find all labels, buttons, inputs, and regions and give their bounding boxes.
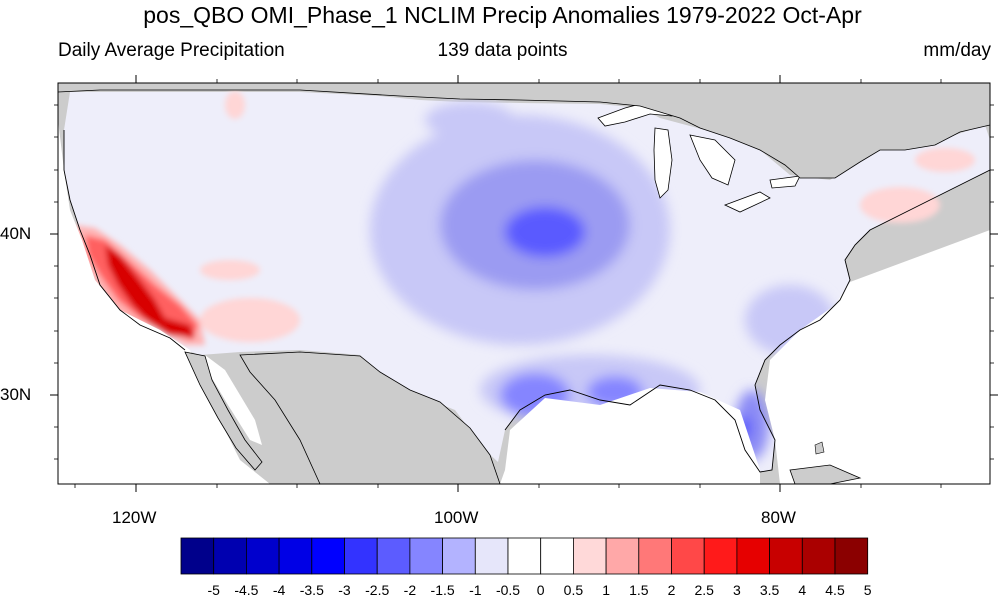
colorbar-tick-label: 3.5 [759, 582, 780, 598]
colorbar-swatch [409, 537, 443, 575]
coastlines [63, 130, 990, 473]
anomaly-northeast [860, 187, 940, 223]
anomaly-washington [225, 91, 245, 119]
gulf-of-california [205, 355, 262, 445]
colorbar-tick-label: 4.5 [825, 582, 845, 598]
cuba-island [789, 464, 862, 484]
anomaly-nevada [200, 260, 260, 280]
colorbar-swatch [344, 537, 378, 575]
colorbar [180, 537, 869, 575]
colorbar-swatch [540, 537, 574, 575]
colorbar-tick-label: -2.5 [365, 582, 390, 598]
anomaly-southwest [200, 298, 300, 342]
bahamas-island [814, 441, 825, 455]
colorbar-tick-label: -3.5 [299, 582, 324, 598]
colorbar-tick-label: -0.5 [495, 582, 521, 598]
colorbar-swatch [573, 537, 607, 575]
data-count-label: 139 data points [437, 40, 568, 61]
baja-california [184, 351, 263, 471]
colorbar-tick-label: 3 [732, 582, 741, 598]
pacific-ocean [58, 120, 270, 484]
anomaly-california-core [105, 245, 195, 338]
mexico-mainland [239, 351, 501, 484]
anomaly-new-england [915, 148, 975, 172]
colorbar-swatch [507, 537, 542, 575]
colorbar-swatch [474, 537, 509, 575]
colorbar-swatch [245, 537, 280, 575]
map-area [58, 83, 990, 484]
colorbar-swatch [180, 537, 215, 575]
lake-huron [689, 134, 736, 186]
plot-frame [57, 82, 991, 485]
colorbar-swatch [311, 537, 345, 575]
colorbar-swatch [638, 537, 672, 575]
colorbar-swatch [376, 537, 411, 575]
colorbar-tick-label: 2 [667, 582, 676, 598]
colorbar-tick-label: -2 [403, 582, 417, 598]
axis-ticks [50, 75, 998, 492]
minor-ticks [54, 79, 994, 488]
colorbar-tick-label: -4.5 [234, 582, 259, 598]
colorbar-tick-label: -4 [272, 582, 286, 598]
colorbar-tick-label: 0.5 [563, 582, 584, 598]
colorbar-tick-label: -1.5 [430, 582, 455, 598]
colorbar-swatch [736, 537, 771, 575]
colorbar-tick-label: 5 [863, 582, 872, 598]
colorbar-tick-label: 2.5 [694, 582, 714, 598]
lake-michigan [653, 127, 673, 199]
colorbar-tick-label: 1 [602, 582, 610, 598]
colorbar-tick-label: -3 [338, 582, 351, 598]
atlantic-ocean [765, 230, 990, 484]
map-title: pos_QBO OMI_Phase_1 NCLIM Precip Anomali… [143, 2, 862, 28]
lake-ontario [769, 175, 801, 189]
colorbar-tick-label: -1 [469, 582, 482, 598]
colorbar-tick-label: 1.5 [629, 582, 649, 598]
units-label: mm/day [923, 40, 991, 61]
colorbar-swatch [834, 537, 869, 575]
colorbar-swatch [442, 537, 476, 575]
lon-label-80w: 80W [761, 508, 796, 527]
colorbar-swatch [213, 537, 247, 575]
colorbar-swatch [605, 537, 640, 575]
lon-label-100w: 100W [434, 508, 479, 527]
canada-landmass [58, 83, 990, 179]
lake-erie [723, 191, 771, 213]
colorbar-swatch [769, 537, 803, 575]
colorbar-swatch [278, 537, 313, 575]
colorbar-tick-label: -5 [207, 582, 220, 598]
gulf-of-mexico [500, 388, 760, 484]
lat-label-40n: 40N [0, 224, 32, 243]
anomaly-great-lakes [425, 102, 515, 138]
lon-label-120w: 120W [112, 508, 157, 527]
water-bodies [58, 91, 990, 484]
anomaly-plains-core [505, 207, 585, 257]
colorbar-tick-label: 0 [536, 582, 545, 598]
colorbar-swatch [703, 537, 738, 575]
lat-label-30n: 30N [0, 385, 32, 404]
colorbar-tick-label: 4 [798, 582, 807, 598]
variable-label: Daily Average Precipitation [58, 40, 285, 61]
colorbar-swatch [671, 537, 705, 575]
colorbar-swatch [801, 537, 836, 575]
